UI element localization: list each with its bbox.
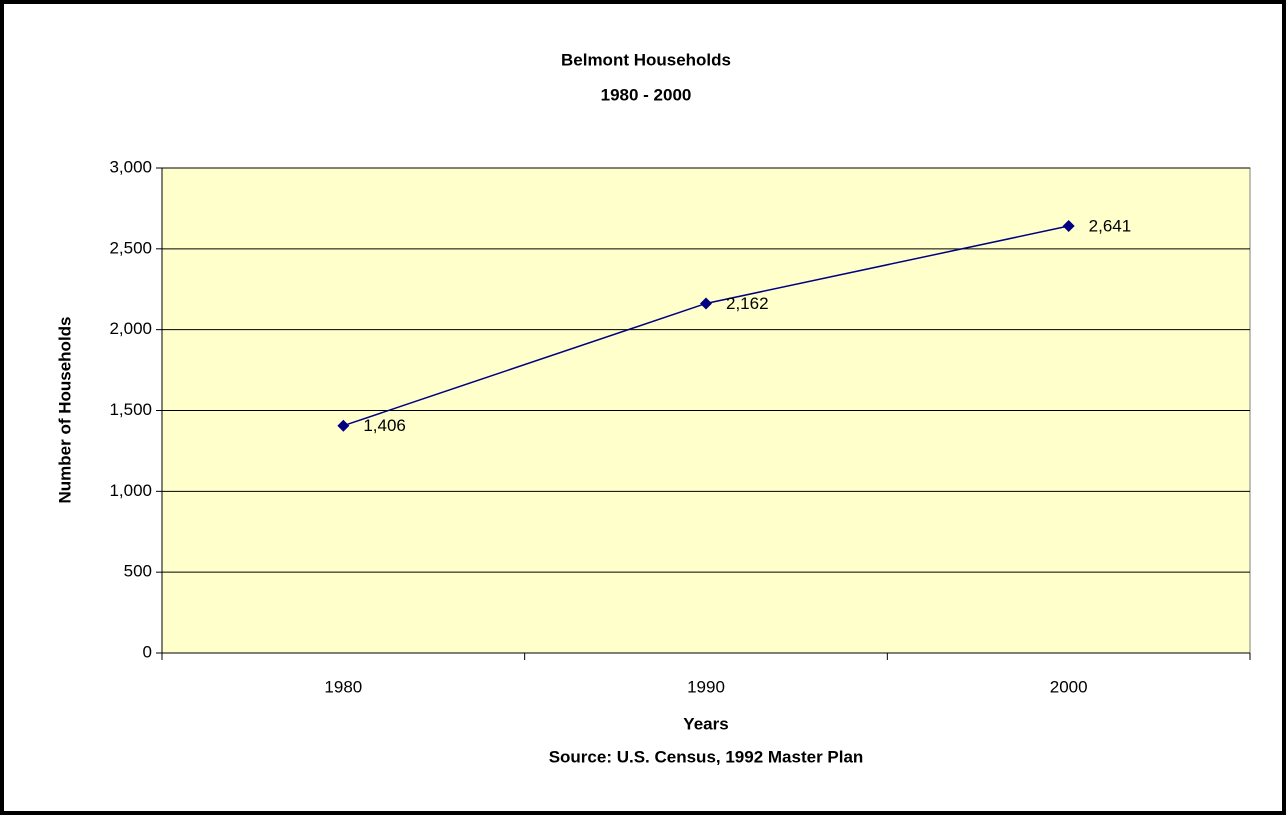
y-tick-label: 1,500 bbox=[109, 400, 152, 419]
y-tick-label: 500 bbox=[124, 562, 152, 581]
source-note: Source: U.S. Census, 1992 Master Plan bbox=[549, 747, 864, 766]
data-point bbox=[337, 419, 350, 432]
y-axis-label: Number of Households bbox=[55, 316, 74, 503]
data-label: 1,406 bbox=[363, 416, 406, 435]
data-point bbox=[700, 297, 712, 310]
data-point bbox=[1062, 220, 1075, 233]
y-tick-label: 2,500 bbox=[109, 238, 152, 257]
data-label: 2,162 bbox=[726, 294, 769, 313]
x-tick-label: 1980 bbox=[324, 677, 362, 696]
x-tick-label: 2000 bbox=[1050, 677, 1088, 696]
x-tick-label: 1990 bbox=[687, 677, 725, 696]
y-tick-label: 0 bbox=[143, 642, 152, 661]
x-axis-label: Years bbox=[683, 714, 728, 733]
y-tick-label: 3,000 bbox=[109, 157, 152, 176]
chart-title: Belmont Households bbox=[561, 50, 731, 69]
chart-subtitle: 1980 - 2000 bbox=[601, 85, 692, 104]
data-label: 2,641 bbox=[1089, 217, 1132, 236]
y-tick-label: 1,000 bbox=[109, 481, 152, 500]
y-tick-label: 2,000 bbox=[109, 319, 152, 338]
